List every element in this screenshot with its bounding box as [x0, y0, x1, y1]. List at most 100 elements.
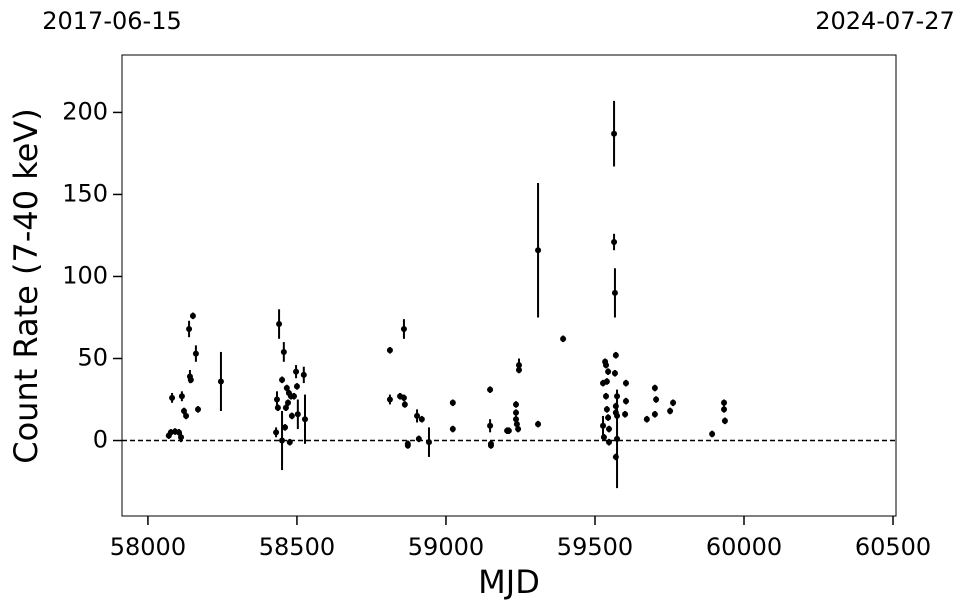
data-point — [612, 453, 619, 460]
data-point — [611, 239, 618, 246]
data-point — [605, 414, 612, 421]
data-point — [721, 417, 728, 424]
data-point — [651, 385, 658, 392]
data-point — [290, 393, 297, 400]
data-point — [622, 398, 629, 405]
data-point — [178, 434, 185, 441]
x-axis-label: MJD — [478, 563, 540, 601]
data-point — [414, 412, 421, 419]
data-point — [283, 385, 290, 392]
data-point — [622, 411, 629, 418]
date-label: 2024-07-27 — [815, 7, 954, 35]
data-point — [513, 401, 520, 408]
data-point — [643, 416, 650, 423]
data-point — [709, 430, 716, 437]
data-point — [288, 412, 295, 419]
data-point — [401, 401, 408, 408]
data-point — [600, 434, 607, 441]
data-point — [285, 399, 292, 406]
data-point — [670, 399, 677, 406]
data-point — [400, 325, 407, 332]
data-point — [282, 424, 289, 431]
data-point — [605, 368, 612, 375]
data-point — [404, 442, 411, 449]
data-point — [603, 378, 610, 385]
data-point — [279, 376, 286, 383]
data-point — [293, 383, 300, 390]
data-point — [286, 439, 293, 446]
data-point — [505, 427, 512, 434]
data-point — [415, 435, 422, 442]
data-point — [282, 404, 289, 411]
data-point — [515, 426, 522, 433]
x-tick-label: 58000 — [110, 533, 186, 561]
data-point — [189, 312, 196, 319]
data-point — [186, 325, 193, 332]
data-point — [603, 362, 610, 369]
data-point — [276, 321, 283, 328]
data-point — [280, 348, 287, 355]
data-point — [425, 439, 432, 446]
x-tick-label: 60000 — [706, 533, 782, 561]
data-point — [418, 416, 425, 423]
data-point — [513, 416, 520, 423]
y-axis-label: Count Rate (7-40 keV) — [7, 108, 45, 463]
y-tick-label: 0 — [93, 426, 108, 454]
data-point — [386, 396, 393, 403]
data-point — [560, 335, 567, 342]
data-point — [180, 408, 187, 415]
data-point — [217, 378, 224, 385]
x-tick-label: 60500 — [855, 533, 931, 561]
data-point — [178, 393, 185, 400]
data-point — [273, 396, 280, 403]
data-point — [183, 412, 190, 419]
data-point — [293, 368, 300, 375]
data-point — [603, 393, 610, 400]
y-tick-label: 200 — [62, 97, 108, 125]
data-point — [294, 411, 301, 418]
data-point — [721, 406, 728, 413]
data-point — [612, 352, 619, 359]
data-point — [611, 130, 618, 137]
data-point — [535, 247, 542, 254]
data-point — [513, 409, 520, 416]
data-point — [169, 394, 176, 401]
x-tick-label: 59000 — [408, 533, 484, 561]
data-point — [611, 370, 618, 377]
data-point — [513, 421, 520, 428]
data-point — [192, 350, 199, 357]
data-point — [449, 399, 456, 406]
data-point — [622, 380, 629, 387]
x-tick-label: 58500 — [259, 533, 335, 561]
data-point — [614, 435, 621, 442]
data-point — [605, 426, 612, 433]
data-point — [301, 416, 308, 423]
data-point — [603, 406, 610, 413]
data-point — [515, 362, 522, 369]
data-point — [194, 406, 201, 413]
data-point — [600, 422, 607, 429]
data-point — [187, 376, 194, 383]
data-point — [487, 442, 494, 449]
y-tick-label: 50 — [77, 344, 108, 372]
data-point — [515, 366, 522, 373]
data-point — [721, 399, 728, 406]
data-point — [386, 347, 393, 354]
data-point — [400, 394, 407, 401]
y-tick-label: 150 — [62, 179, 108, 207]
date-label: 2017-06-15 — [42, 7, 181, 35]
data-point — [487, 386, 494, 393]
data-point — [651, 411, 658, 418]
x-tick-label: 59500 — [557, 533, 633, 561]
data-point — [605, 439, 612, 446]
data-point — [279, 437, 286, 444]
data-point — [300, 371, 307, 378]
data-point — [667, 408, 674, 415]
data-point — [653, 396, 660, 403]
data-point — [273, 429, 280, 436]
data-point — [611, 289, 618, 296]
data-point — [535, 421, 542, 428]
data-point — [274, 404, 281, 411]
data-point — [487, 422, 494, 429]
